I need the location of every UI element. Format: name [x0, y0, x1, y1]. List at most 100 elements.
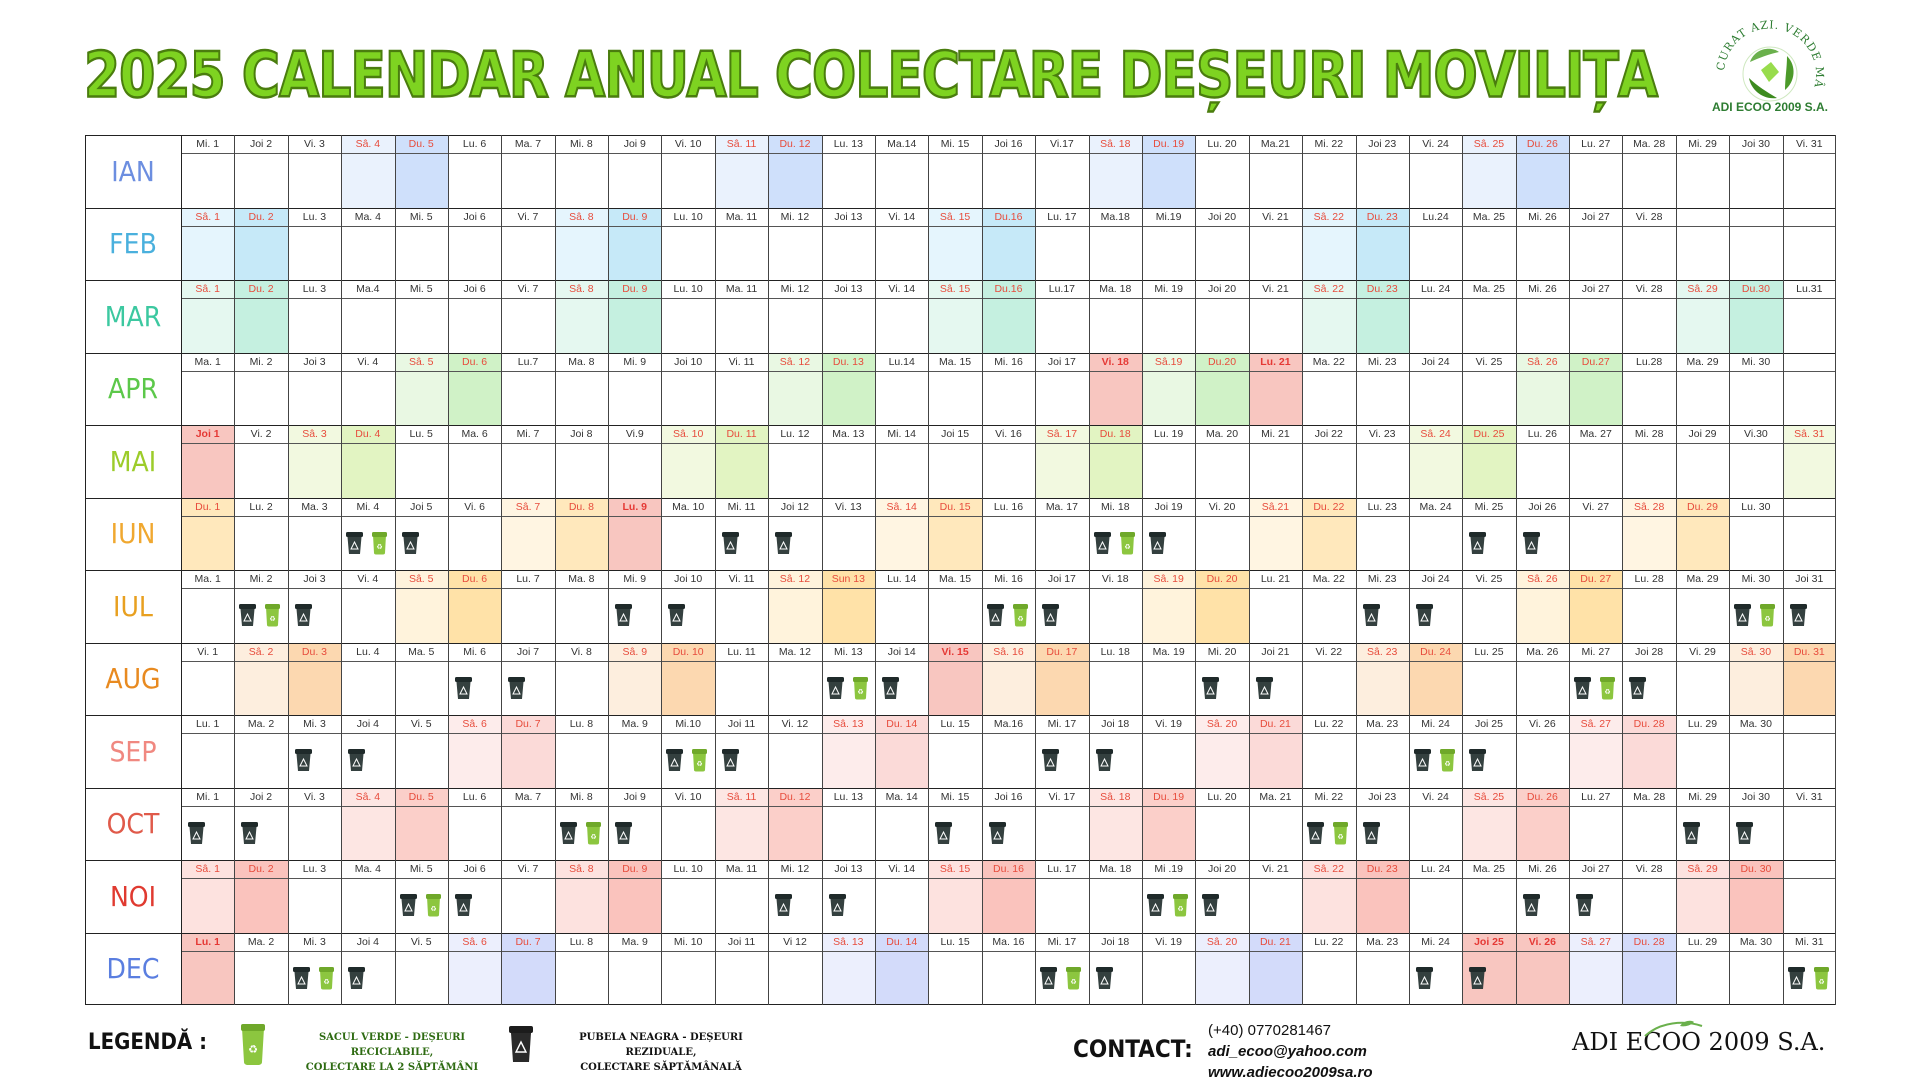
day-header: Joi 16: [994, 790, 1023, 803]
day-header: Mi. 23: [1367, 573, 1397, 585]
day-header: Mi. 12: [780, 863, 810, 875]
day-header: Du. 13: [821, 352, 876, 371]
calendar-grid: IAN Mi. 1 Joi 2 Vi. 3 Sâ. 4 Du. 5 Lu. 6 Ma. 7 Mi…: [85, 135, 1836, 1005]
day-header: Du. 2: [234, 860, 288, 878]
day-header: Du. 9: [608, 280, 662, 298]
day-header: Ma. 25: [1472, 863, 1506, 875]
day-header: Vi. 27: [1582, 500, 1610, 513]
day-cell: [608, 153, 662, 208]
day-cell: [1408, 298, 1463, 353]
day-cell: [1141, 950, 1196, 1005]
day-cell: [1622, 660, 1676, 715]
day-header: Mi. 13: [834, 645, 863, 658]
day-header: Vi. 18: [1088, 352, 1142, 371]
black-bin-icon: [1095, 748, 1114, 772]
day-header: Ma. 1: [194, 355, 221, 368]
day-cell: [1302, 878, 1356, 933]
contact-email[interactable]: adi_ecoo@yahoo.com: [1208, 1043, 1367, 1060]
day-header: Joi 29: [1688, 428, 1717, 440]
day-header: Du. 27: [1569, 570, 1623, 588]
day-cell: [341, 588, 395, 643]
grid-line: [181, 805, 1836, 807]
day-cell: [1141, 370, 1196, 425]
day-cell: [1622, 225, 1676, 280]
day-cell: [1355, 298, 1409, 353]
day-header: Du. 14: [875, 932, 929, 951]
day-header: Sâ. 13: [821, 715, 876, 733]
day-header: Joi 13: [834, 283, 863, 295]
day-header: Joi 19: [1154, 500, 1183, 513]
month-label-ian: IAN: [111, 154, 155, 188]
day-header: Sâ. 23: [1355, 642, 1409, 661]
day-header: Du. 23: [1355, 860, 1409, 878]
day-header: Lu. 3: [302, 210, 327, 223]
day-cell: [1462, 225, 1516, 280]
day-header: Du. 12: [768, 787, 822, 806]
day-cell: [1622, 443, 1676, 498]
black-bin-icon: [826, 676, 845, 700]
day-cell: [608, 370, 662, 425]
day-header: Du.27: [1569, 352, 1623, 371]
day-header: Mi. 31: [1795, 935, 1824, 948]
day-cell: [1088, 878, 1142, 933]
day-header: Ma. 28: [1633, 790, 1666, 803]
grid-line: [181, 733, 1836, 734]
day-cell: [768, 733, 822, 788]
black-bin-icon: [1148, 531, 1167, 555]
day-cell: [1622, 950, 1676, 1005]
day-header: Sâ. 4: [341, 787, 395, 806]
day-cell: [181, 805, 235, 860]
day-header: Joi 9: [623, 138, 646, 150]
day-cell: [341, 298, 395, 353]
day-header: Du. 7: [501, 715, 555, 733]
day-cell: [1195, 225, 1249, 280]
day-header: Joi 23: [1368, 138, 1397, 150]
day-cell: [1141, 298, 1196, 353]
contact-website[interactable]: www.adiecoo2009sa.ro: [1208, 1064, 1373, 1081]
day-cell: [1302, 588, 1356, 643]
day-cell: [554, 298, 609, 353]
day-cell: [447, 588, 502, 643]
day-cell: [1408, 370, 1463, 425]
day-cell: [447, 733, 502, 788]
brand-leaf-icon: [1644, 1020, 1703, 1037]
day-cell: [714, 153, 769, 208]
grid-line: [85, 570, 1836, 572]
day-cell: [1462, 443, 1516, 498]
day-cell: [1622, 805, 1676, 860]
day-cell: [768, 878, 822, 933]
grid-line: [181, 878, 1836, 879]
day-header: Vi. 19: [1155, 935, 1182, 948]
grid-line: [1622, 135, 1624, 1005]
day-header: Ma. 23: [1366, 718, 1399, 730]
day-header: Lu. 16: [993, 500, 1024, 513]
day-cell: [501, 733, 555, 788]
day-cell: [1035, 153, 1089, 208]
grid-line: [1675, 135, 1677, 1005]
day-header: Du. 31: [1782, 642, 1836, 661]
day-cell: [1675, 443, 1730, 498]
day-cell: [394, 660, 448, 715]
day-cell: [768, 370, 822, 425]
day-header: Vi. 21: [1262, 283, 1289, 295]
day-header: Vi. 16: [995, 428, 1022, 440]
day-header: Lu.17: [1048, 283, 1076, 295]
grid-line: [85, 425, 1836, 427]
day-header: Vi. 14: [888, 210, 916, 223]
black-bin-icon: [1468, 531, 1487, 555]
day-header: Sâ. 19: [1141, 570, 1196, 588]
svg-text:♻: ♻: [1818, 979, 1824, 986]
day-header: Du. 6: [447, 570, 502, 588]
day-cell: [768, 443, 822, 498]
day-header: Mi. 26: [1528, 863, 1557, 875]
svg-text:♻: ♻: [430, 906, 436, 913]
black-bin-icon: [881, 676, 900, 700]
day-cell: [714, 298, 769, 353]
day-cell: [928, 298, 982, 353]
day-cell: [661, 588, 715, 643]
day-cell: [1675, 370, 1730, 425]
green-bag-icon: ♻: [1598, 676, 1617, 700]
day-header: Mi. 3: [303, 935, 326, 948]
day-header: Joi 9: [623, 790, 646, 803]
grid-line: [928, 135, 930, 1005]
